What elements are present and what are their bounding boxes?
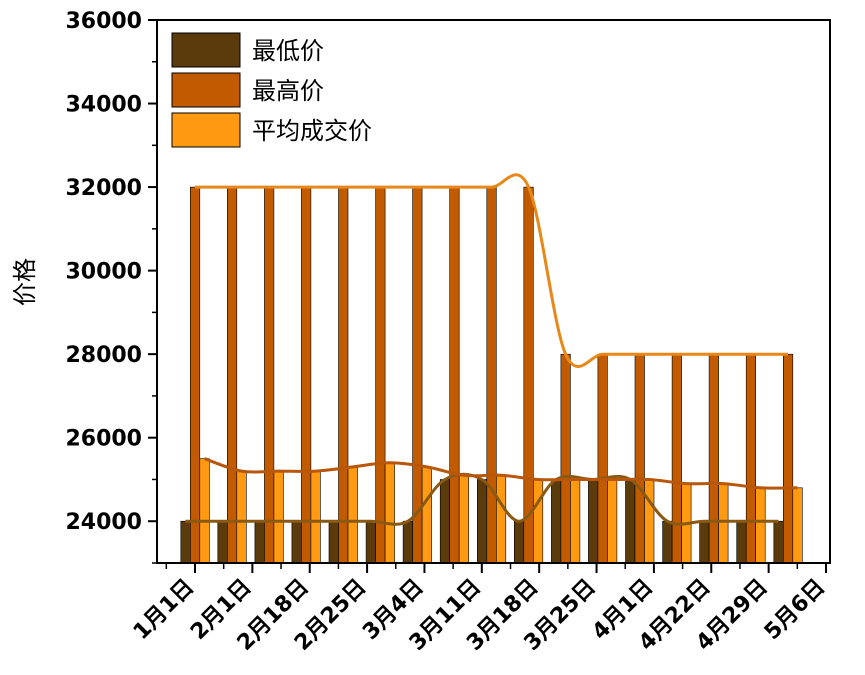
bar-max [486, 186, 497, 564]
bar-max [338, 186, 349, 564]
bar-avg [570, 479, 581, 564]
bar-avg [421, 466, 432, 564]
legend-swatch-min [171, 32, 241, 68]
trend-line-max [195, 173, 788, 369]
bar-max [227, 186, 238, 564]
legend-label-avg: 平均成交价 [252, 117, 372, 145]
legend-swatch-max [171, 72, 241, 108]
bar-max [375, 186, 386, 564]
y-tick-label: 26000 [65, 427, 142, 452]
bar-avg [199, 458, 210, 564]
bar-max [634, 353, 645, 564]
bar-max [597, 353, 608, 564]
plot-frame [156, 19, 831, 564]
bar-min [736, 520, 747, 564]
y-tick-label: 24000 [65, 510, 142, 535]
x-tick-label: 5月6日 [760, 575, 830, 645]
bars-layer [180, 186, 803, 564]
bar-max [264, 186, 275, 564]
bar-avg [792, 487, 803, 564]
bar-avg [644, 479, 655, 564]
bar-max [449, 186, 460, 564]
bar-max [782, 353, 794, 564]
bar-min [328, 520, 339, 564]
bar-avg [532, 479, 544, 564]
bar-min [291, 520, 302, 564]
y-tick-label: 28000 [65, 343, 142, 368]
bar-avg [310, 470, 321, 564]
bar-min [588, 479, 599, 564]
bar-min [365, 520, 376, 564]
y-tick-label: 34000 [65, 93, 142, 118]
bar-min [439, 479, 451, 564]
bar-avg [607, 479, 618, 564]
bar-avg [384, 462, 395, 564]
legend-swatch-avg [171, 112, 241, 148]
legend-label-max: 最高价 [252, 77, 324, 105]
bar-avg [347, 466, 358, 564]
y-tick-label: 30000 [65, 260, 142, 285]
bar-min [662, 520, 673, 564]
y-tick-label: 36000 [65, 9, 142, 34]
bar-min [551, 479, 562, 564]
legend-label-min: 最低价 [252, 37, 324, 65]
bar-min [217, 520, 228, 564]
trend-line-min [185, 472, 779, 526]
bar-max [745, 353, 757, 564]
bar-min [402, 520, 413, 564]
y-axis-title: 价格 [11, 258, 39, 306]
legend: 最低价 最高价 平均成交价 [171, 32, 372, 148]
bar-min [773, 520, 784, 564]
bar-max [560, 353, 571, 564]
bar-avg [273, 470, 284, 564]
bar-min [699, 520, 710, 564]
bar-max [671, 353, 682, 564]
bar-avg [755, 487, 766, 564]
bar-avg [495, 474, 507, 564]
bar-max [301, 186, 312, 564]
y-tick-label: 32000 [65, 176, 142, 201]
bar-max [190, 186, 201, 564]
bar-min [476, 479, 488, 564]
bar-max [523, 186, 534, 564]
bar-min [180, 520, 191, 564]
bar-avg [458, 474, 470, 564]
bar-min [513, 520, 525, 564]
bar-avg [236, 470, 247, 564]
trend-line-avg [204, 457, 798, 490]
bar-max [708, 353, 719, 564]
x-tick-label: 1月1日 [129, 575, 199, 645]
bar-min [254, 520, 265, 564]
bar-avg [718, 483, 729, 564]
bar-min [625, 479, 636, 564]
trend-lines-layer [185, 173, 798, 526]
